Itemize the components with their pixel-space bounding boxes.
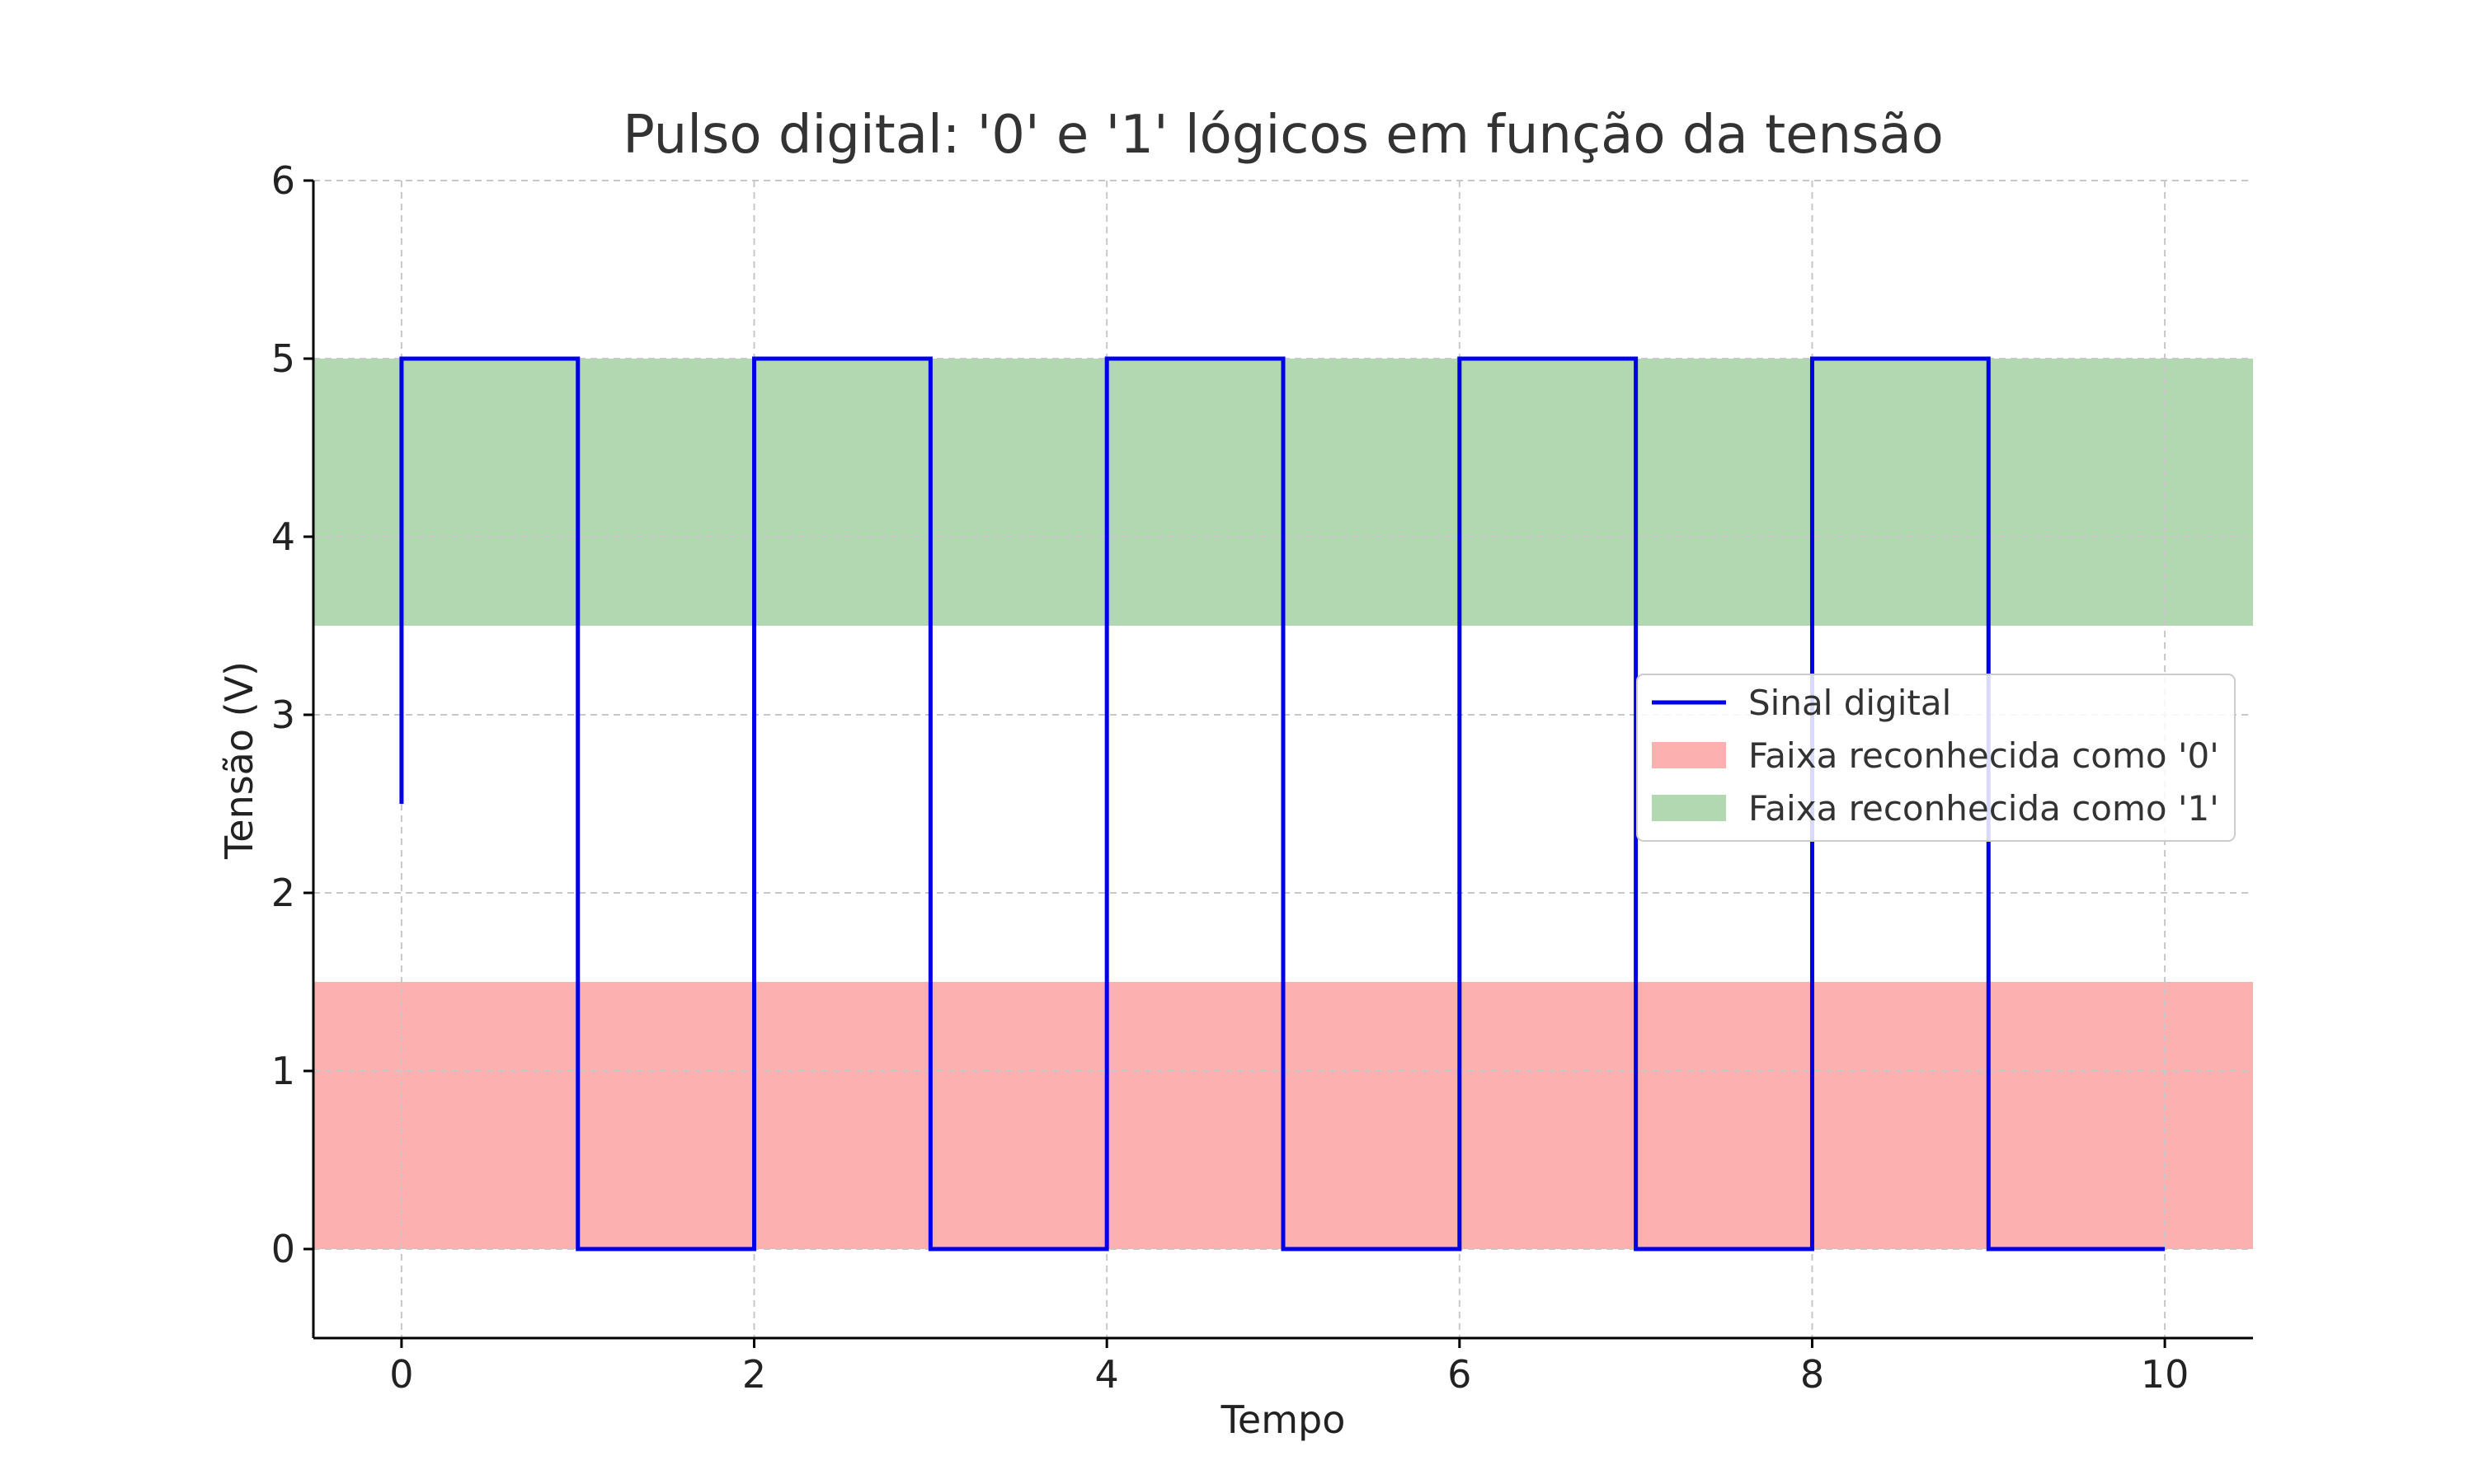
x-tick-label: 4 <box>1095 1352 1119 1397</box>
legend-swatch-patch <box>1652 795 1726 821</box>
x-tick-label: 2 <box>742 1352 766 1397</box>
legend-label: Faixa reconhecida como '1' <box>1748 788 2219 829</box>
y-tick-label: 5 <box>271 336 295 381</box>
y-tick-label: 3 <box>271 693 295 737</box>
legend-label: Faixa reconhecida como '0' <box>1748 735 2219 776</box>
x-tick-label: 0 <box>389 1352 413 1397</box>
plot-area: 0 2 4 6 8 10 0 1 2 3 4 5 6 Sinal digital Faixa reconhe… <box>271 158 2253 1397</box>
x-axis-label: Tempo <box>1221 1397 1346 1442</box>
series-line-0 <box>399 356 2166 1252</box>
legend-box <box>1636 674 2236 842</box>
x-tick-label: 6 <box>1447 1352 1471 1397</box>
y-tick-label: 1 <box>271 1049 295 1093</box>
y-tick-label: 4 <box>271 514 295 559</box>
y-axis-label: Tensão (V) <box>217 661 261 860</box>
x-tick-label: 8 <box>1800 1352 1824 1397</box>
x-tick-label: 10 <box>2141 1352 2189 1397</box>
y-tick-label: 6 <box>271 158 295 203</box>
y-tick-label: 2 <box>271 871 295 915</box>
legend: Sinal digital Faixa reconhecida como '0' F… <box>1636 674 2236 842</box>
chart-title: Pulso digital: '0' e '1' lógicos em funç… <box>623 105 1944 166</box>
legend-label: Sinal digital <box>1748 683 1951 723</box>
legend-swatch-patch <box>1652 742 1726 768</box>
y-tick-label: 0 <box>271 1227 295 1271</box>
